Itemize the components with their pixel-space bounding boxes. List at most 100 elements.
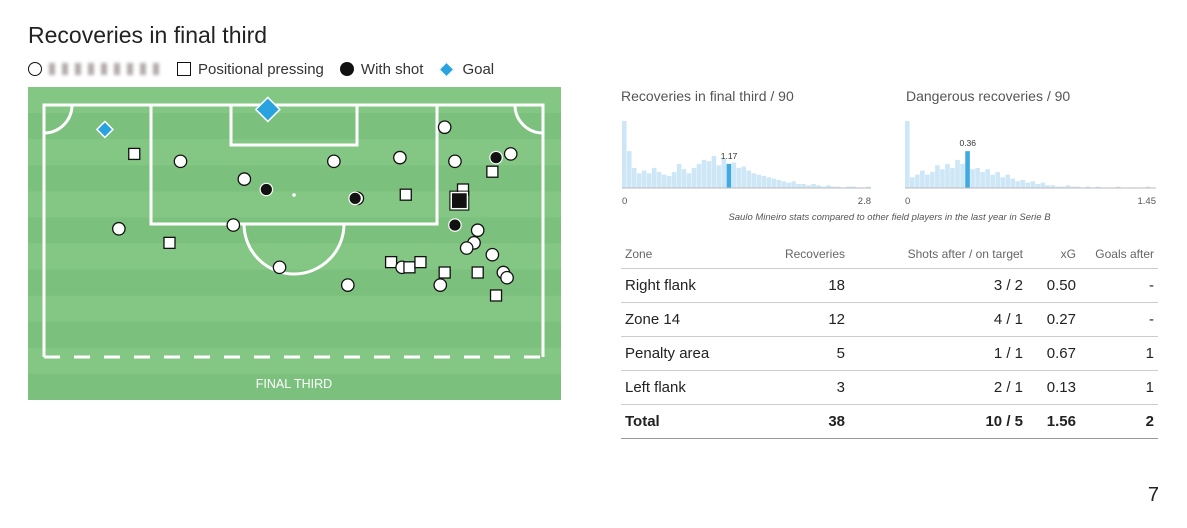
positional-pressing-marker bbox=[384, 255, 398, 269]
histogram-bar bbox=[701, 159, 707, 188]
positional-pressing-marker bbox=[128, 147, 141, 161]
histogram-bar bbox=[1070, 186, 1076, 188]
cell-recoveries: 3 bbox=[759, 370, 849, 405]
histogram-bar bbox=[995, 171, 1000, 188]
legend-label-positional: Positional pressing bbox=[198, 60, 324, 78]
histogram-bar bbox=[776, 179, 781, 188]
histogram-bar bbox=[980, 171, 985, 188]
positional-pressing-marker bbox=[489, 289, 503, 302]
positional-pressing-marker bbox=[438, 266, 451, 279]
histogram-bar bbox=[920, 170, 925, 188]
histogram-bar bbox=[771, 178, 776, 188]
recovery-marker bbox=[485, 247, 500, 262]
histogram-bar bbox=[866, 186, 871, 188]
histogram-bar bbox=[786, 182, 791, 188]
tick-label-min: 0 bbox=[622, 196, 627, 207]
histogram-bar bbox=[671, 171, 677, 188]
corner-arc-left bbox=[43, 104, 74, 135]
circle-open-icon bbox=[28, 62, 42, 76]
tick-label-min: 0 bbox=[905, 196, 910, 207]
with-shot-marker bbox=[489, 150, 503, 165]
positional-pressing-marker bbox=[450, 191, 468, 210]
circle-filled-icon bbox=[339, 62, 354, 76]
legend-item-positional: Positional pressing bbox=[177, 61, 324, 78]
table-row: Penalty area 5 1 / 1 0.67 1 bbox=[621, 336, 1158, 371]
histogram-bar bbox=[960, 163, 965, 188]
histogram-bar bbox=[781, 181, 786, 188]
hist-title-recoveries: Recoveries in final third / 90 bbox=[621, 88, 794, 104]
histogram-bar bbox=[915, 174, 920, 188]
histogram-bar bbox=[746, 170, 752, 188]
grass-stripe bbox=[28, 87, 561, 114]
highlight-value-label: 1.17 bbox=[721, 151, 738, 161]
recovery-marker bbox=[327, 154, 341, 169]
histogram-highlight-bar bbox=[726, 163, 732, 188]
positional-pressing-marker bbox=[163, 236, 176, 250]
penalty-arc bbox=[242, 223, 346, 276]
histogram-bar bbox=[1015, 181, 1021, 188]
histogram-bar bbox=[751, 173, 757, 188]
tick-label-max: 1.45 bbox=[1138, 196, 1157, 207]
histogram-bar bbox=[1040, 182, 1046, 188]
histogram-bar bbox=[622, 121, 627, 188]
with-shot-marker bbox=[348, 191, 362, 206]
table-row: Zone 14 12 4 / 1 0.27 - bbox=[621, 302, 1158, 337]
histogram-bar bbox=[1060, 186, 1066, 188]
cell-shots: 3 / 2 bbox=[849, 268, 1027, 303]
histogram-bar bbox=[910, 177, 915, 188]
recovery-marker bbox=[226, 218, 241, 232]
histogram-bar bbox=[666, 175, 672, 188]
histogram-bar bbox=[985, 169, 990, 188]
histogram-note: Saulo Mineiro stats compared to other fi… bbox=[728, 212, 1051, 223]
histogram-bar bbox=[1075, 186, 1081, 188]
total-shots: 10 / 5 bbox=[849, 404, 1027, 439]
histogram-bar bbox=[975, 167, 980, 188]
cell-recoveries: 5 bbox=[759, 336, 849, 371]
histogram-bar bbox=[1000, 177, 1005, 188]
cell-zone: Right flank bbox=[621, 268, 759, 303]
histogram-bar bbox=[1010, 178, 1016, 188]
histogram-bar bbox=[1050, 185, 1056, 188]
with-shot-marker bbox=[259, 182, 274, 197]
pitch-chart: FINAL THIRD bbox=[28, 87, 561, 400]
legend: Positional pressing With shot Goal bbox=[28, 59, 510, 79]
diamond-icon bbox=[439, 61, 455, 77]
positional-pressing-marker bbox=[399, 188, 412, 201]
histogram-bar bbox=[661, 174, 667, 188]
histogram-bar bbox=[826, 185, 831, 188]
total-recoveries: 38 bbox=[759, 404, 849, 439]
histogram-bar bbox=[721, 158, 727, 188]
recovery-marker bbox=[112, 221, 126, 236]
positional-pressing-marker bbox=[414, 255, 427, 269]
histogram-bar bbox=[691, 167, 697, 188]
histogram-bar bbox=[930, 171, 935, 188]
positional-pressing-marker bbox=[471, 266, 484, 279]
histogram-bar bbox=[741, 166, 747, 188]
tick-label-max: 2.8 bbox=[858, 196, 871, 207]
histogram-bar bbox=[651, 167, 657, 188]
cell-zone: Zone 14 bbox=[621, 302, 759, 337]
histogram-bar bbox=[1030, 181, 1036, 188]
histogram-bar bbox=[1065, 185, 1071, 188]
histogram-bar bbox=[806, 185, 811, 188]
page-title: Recoveries in final third bbox=[28, 22, 268, 48]
hist-title-dangerous: Dangerous recoveries / 90 bbox=[906, 88, 1071, 104]
recovery-marker bbox=[500, 270, 514, 285]
recovery-marker bbox=[433, 278, 448, 292]
histogram-bar bbox=[1005, 174, 1011, 188]
cell-xg: 0.67 bbox=[1027, 336, 1080, 371]
cell-shots: 4 / 1 bbox=[849, 302, 1027, 337]
histogram-bar bbox=[925, 174, 930, 188]
histogram-bar bbox=[1085, 186, 1091, 188]
cell-goals: 1 bbox=[1080, 370, 1158, 405]
table-row: Right flank 18 3 / 2 0.50 - bbox=[621, 268, 1158, 303]
legend-label-obscured bbox=[49, 63, 161, 75]
header-zone: Zone bbox=[621, 240, 759, 269]
table-total-row: Total 38 10 / 5 1.56 2 bbox=[621, 404, 1158, 439]
pitch-lines bbox=[42, 103, 545, 359]
histogram-bar bbox=[1145, 186, 1151, 188]
total-xg: 1.56 bbox=[1027, 404, 1080, 439]
goal-marker bbox=[95, 120, 114, 139]
histogram-bar bbox=[1035, 183, 1041, 188]
histogram-bar bbox=[1025, 182, 1031, 188]
